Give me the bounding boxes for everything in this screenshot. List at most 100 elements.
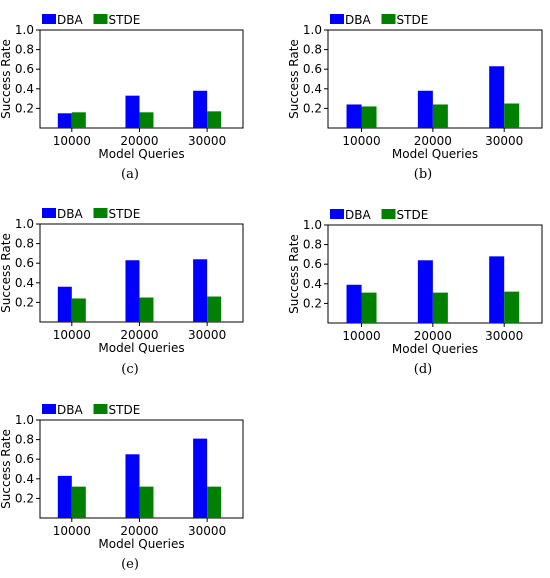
legend-swatch-dba (42, 14, 56, 24)
x-tick-label: 20000 (120, 328, 158, 342)
bar-stde-30000 (207, 111, 222, 128)
bar-stde-10000 (71, 298, 86, 322)
panel-caption: (d) (414, 362, 432, 377)
bar-stde-10000 (361, 292, 377, 323)
legend-swatch-stde (381, 209, 396, 219)
legend-swatch-dba (330, 209, 344, 219)
bar-stde-10000 (361, 106, 377, 128)
x-tick-label: 30000 (485, 329, 523, 343)
y-tick-label: 0.2 (15, 491, 34, 505)
x-axis-label: Model Queries (98, 147, 184, 161)
y-tick-label: 0.4 (303, 277, 322, 291)
x-tick-label: 10000 (53, 524, 91, 538)
legend-label-dba: DBA (345, 13, 371, 27)
bar-stde-10000 (71, 112, 86, 128)
x-tick-label: 30000 (188, 524, 226, 538)
x-tick-label: 30000 (188, 328, 226, 342)
y-axis-label: Success Rate (0, 39, 13, 119)
panel-caption: (e) (121, 557, 139, 572)
x-axis-label: Model Queries (98, 537, 184, 551)
y-tick-label: 0.6 (15, 256, 34, 270)
bar-stde-30000 (504, 103, 520, 128)
y-tick-label: 0.2 (15, 295, 34, 309)
bar-dba-30000 (193, 438, 208, 518)
bar-stde-20000 (139, 486, 154, 518)
bar-dba-20000 (125, 454, 140, 518)
bar-stde-20000 (432, 104, 448, 128)
x-tick-label: 30000 (188, 134, 226, 148)
legend-swatch-stde (93, 208, 108, 218)
y-tick-label: 1.0 (15, 23, 34, 37)
y-tick-label: 0.6 (15, 62, 34, 76)
x-tick-label: 10000 (342, 134, 380, 148)
legend-swatch-stde (93, 14, 108, 24)
x-axis-label: Model Queries (392, 342, 478, 356)
legend-label-dba: DBA (57, 13, 83, 27)
legend-label-dba: DBA (345, 208, 371, 222)
y-tick-label: 0.8 (15, 433, 34, 447)
legend-label-stde: STDE (397, 13, 429, 27)
y-tick-label: 0.4 (15, 472, 34, 486)
x-tick-label: 10000 (53, 134, 91, 148)
bar-dba-10000 (57, 475, 72, 518)
bar-stde-20000 (139, 297, 154, 322)
y-tick-label: 0.2 (303, 101, 322, 115)
x-tick-label: 30000 (485, 134, 523, 148)
legend-label-stde: STDE (109, 403, 141, 417)
bar-stde-20000 (432, 292, 448, 323)
x-tick-label: 20000 (120, 524, 158, 538)
y-tick-label: 0.2 (15, 101, 34, 115)
legend-label-dba: DBA (57, 207, 83, 221)
y-tick-label: 0.8 (303, 238, 322, 252)
y-tick-label: 1.0 (303, 218, 322, 232)
bar-dba-10000 (57, 286, 72, 322)
bar-dba-30000 (193, 259, 208, 322)
x-tick-label: 20000 (120, 134, 158, 148)
bar-dba-30000 (489, 256, 505, 323)
y-tick-label: 0.2 (303, 296, 322, 310)
bar-stde-10000 (71, 486, 86, 518)
bar-dba-30000 (489, 66, 505, 128)
bar-dba-20000 (417, 260, 433, 323)
y-tick-label: 0.8 (15, 43, 34, 57)
y-tick-label: 0.4 (15, 82, 34, 96)
y-tick-label: 0.4 (15, 276, 34, 290)
legend-swatch-stde (381, 14, 396, 24)
bar-dba-10000 (346, 104, 362, 128)
legend-swatch-dba (42, 208, 56, 218)
y-tick-label: 0.6 (303, 62, 322, 76)
panel-caption: (b) (414, 167, 432, 182)
bar-stde-20000 (139, 112, 154, 128)
y-axis-label: Success Rate (0, 233, 13, 313)
legend-swatch-stde (93, 404, 108, 414)
legend-label-dba: DBA (57, 403, 83, 417)
x-tick-label: 10000 (342, 329, 380, 343)
bar-dba-10000 (346, 284, 362, 323)
bar-stde-30000 (207, 486, 222, 518)
panel-caption: (a) (121, 167, 139, 182)
bar-stde-30000 (504, 291, 520, 323)
y-tick-label: 0.6 (15, 452, 34, 466)
x-axis-label: Model Queries (98, 341, 184, 355)
y-axis-label: Success Rate (287, 39, 301, 119)
y-tick-label: 0.6 (303, 257, 322, 271)
bar-dba-30000 (193, 90, 208, 128)
y-tick-label: 0.4 (303, 82, 322, 96)
bar-dba-20000 (125, 260, 140, 322)
x-axis-label: Model Queries (392, 147, 478, 161)
y-tick-label: 1.0 (15, 413, 34, 427)
legend-swatch-dba (42, 404, 56, 414)
x-tick-label: 20000 (414, 134, 452, 148)
legend-label-stde: STDE (109, 207, 141, 221)
x-tick-label: 20000 (414, 329, 452, 343)
y-tick-label: 1.0 (15, 217, 34, 231)
y-tick-label: 0.8 (303, 43, 322, 57)
y-tick-label: 1.0 (303, 23, 322, 37)
legend-label-stde: STDE (109, 13, 141, 27)
